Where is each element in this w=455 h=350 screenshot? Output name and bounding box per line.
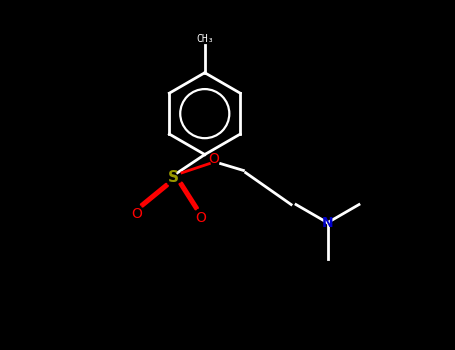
Text: CH₃: CH₃	[196, 34, 213, 44]
Text: S: S	[167, 170, 178, 185]
Text: O: O	[131, 206, 142, 220]
Text: O: O	[208, 152, 219, 166]
Text: O: O	[195, 211, 206, 225]
Text: N: N	[322, 216, 334, 230]
